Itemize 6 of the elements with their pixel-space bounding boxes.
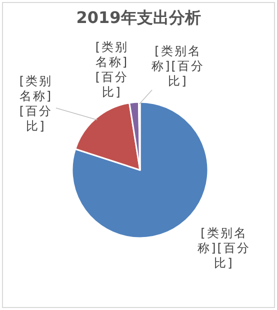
- pie-slice: [71, 101, 209, 239]
- data-label: [类别名称][百分比]: [150, 44, 206, 89]
- chart-title: 2019年支出分析: [75, 8, 202, 29]
- data-label: [类别名称][百分比]: [18, 74, 54, 134]
- data-label: [类别名称][百分比]: [196, 226, 252, 271]
- data-label: [类别名称][百分比]: [94, 40, 130, 100]
